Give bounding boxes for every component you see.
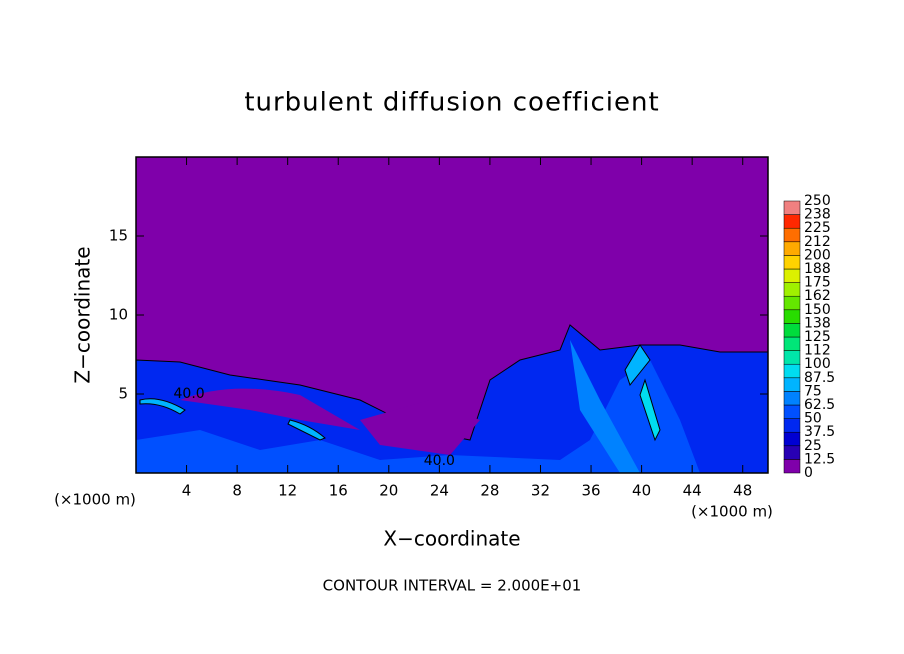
colorbar-bin (783, 227, 801, 243)
colorbar-bin (783, 295, 801, 311)
colorbar-label: 112 (804, 343, 831, 359)
colorbar-bin (783, 200, 801, 215)
x-tick-label: 4 (182, 482, 192, 500)
colorbar-label: 12.5 (804, 451, 835, 467)
colorbar-label: 162 (804, 288, 831, 304)
colorbar-label: 100 (804, 356, 831, 372)
x-tick-label: 28 (480, 482, 499, 500)
colorbar-label: 62.5 (804, 397, 835, 413)
x-tick-label: 12 (278, 482, 297, 500)
colorbar-bin (783, 391, 801, 406)
colorbar-bin (783, 350, 801, 365)
colorbar-label: 37.5 (804, 424, 835, 440)
x-tick-label: 40 (632, 482, 651, 500)
colorbar-bin (783, 309, 801, 324)
colorbar-bin (783, 282, 801, 297)
colorbar-label: 175 (804, 275, 831, 291)
colorbar-label: 212 (804, 234, 831, 250)
colorbar-label: 150 (804, 302, 831, 318)
chart-title: turbulent diffusion coefficient (244, 88, 659, 118)
x-axis-label: X−coordinate (383, 527, 520, 551)
colorbar-label: 250 (804, 193, 831, 209)
colorbar-bin (783, 459, 801, 474)
x-tick-label: 20 (379, 482, 398, 500)
colorbar-bin (783, 323, 801, 338)
x-tick-label: 44 (683, 482, 702, 500)
colorbar-label: 0 (804, 465, 813, 481)
field-region (139, 398, 186, 415)
contour-label: 40.0 (174, 386, 205, 402)
field-region (570, 340, 640, 473)
colorbar-label: 225 (804, 220, 831, 236)
x-unit-label: (×1000 m) (54, 491, 136, 509)
footnote: CONTOUR INTERVAL = 2.000E+01 (323, 577, 582, 595)
x-unit-label: (×1000 m) (691, 503, 773, 521)
field-region (639, 378, 661, 442)
colorbar-bin (783, 431, 801, 447)
contour-field (136, 157, 768, 473)
x-tick-label: 48 (733, 482, 752, 500)
contour-label: 40.0 (424, 453, 455, 469)
colorbar-bin (783, 418, 801, 433)
colorbar-label: 50 (804, 411, 822, 427)
x-tick-label: 24 (430, 482, 449, 500)
y-tick-label: 10 (109, 306, 128, 324)
field-region (360, 400, 480, 455)
colorbar-bin (783, 268, 801, 283)
field-region (180, 388, 360, 430)
field-region (624, 344, 651, 387)
colorbar-label: 188 (804, 261, 831, 277)
y-tick-label: 15 (109, 227, 128, 245)
colorbar-bin (783, 377, 801, 392)
x-tick-label: 36 (581, 482, 600, 500)
colorbar-bin (783, 255, 801, 270)
y-axis-label: Z−coordinate (71, 246, 95, 383)
colorbar-label: 25 (804, 438, 822, 454)
colorbar-bin (783, 214, 801, 229)
colorbar-label: 138 (804, 315, 831, 331)
colorbar-label: 200 (804, 247, 831, 263)
x-tick-label: 8 (232, 482, 242, 500)
field-region (287, 419, 326, 441)
x-tick-label: 32 (531, 482, 550, 500)
y-tick-label: 5 (118, 385, 128, 403)
x-tick-label: 16 (329, 482, 348, 500)
colorbar-label: 125 (804, 329, 831, 345)
colorbar-bin (783, 363, 801, 379)
colorbar-label: 238 (804, 207, 831, 223)
colorbar-label: 75 (804, 383, 822, 399)
colorbar-label: 87.5 (804, 370, 835, 386)
colorbar-bin (783, 336, 801, 351)
field-region (136, 360, 700, 473)
colorbar-bin (783, 241, 801, 256)
colorbar-bin (783, 445, 801, 460)
colorbar-bin (783, 404, 801, 419)
